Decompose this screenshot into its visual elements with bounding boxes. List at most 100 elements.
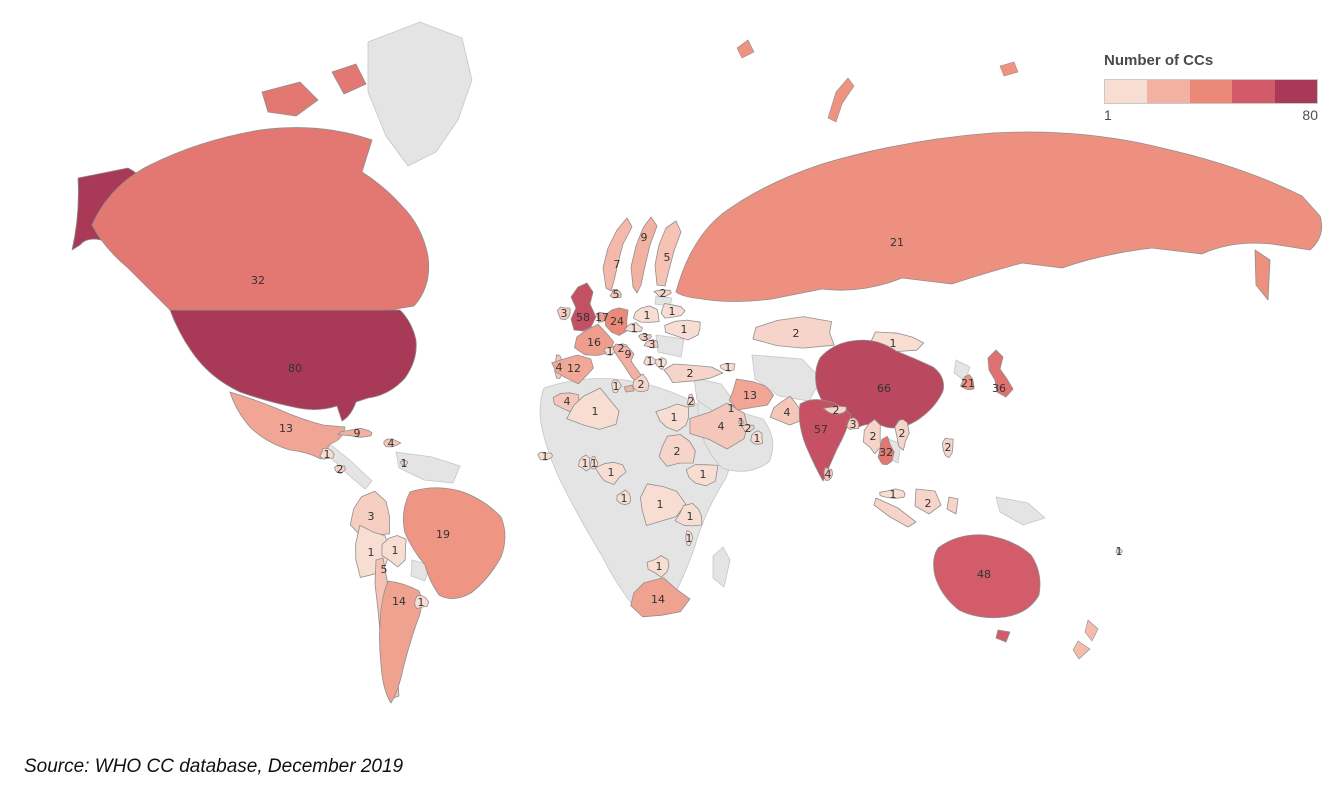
country-israel xyxy=(686,393,695,407)
country-myanmar xyxy=(863,419,881,455)
country-value-label: 32 xyxy=(251,274,265,287)
country-greece xyxy=(632,373,650,393)
country-value-label: 4 xyxy=(784,406,791,419)
country-value-label: 1 xyxy=(324,448,331,461)
country-value-label: 66 xyxy=(877,382,891,395)
country-iran xyxy=(728,378,774,411)
country-value-label: 1 xyxy=(631,322,638,335)
country-value-label: 1 xyxy=(647,355,654,368)
arctic-island xyxy=(827,77,855,123)
country-el-salvador xyxy=(334,464,346,474)
legend-title: Number of CCs xyxy=(1104,52,1214,69)
country-value-label: 1 xyxy=(669,305,676,318)
country-value-label: 14 xyxy=(651,593,665,606)
country-value-label: 3 xyxy=(368,510,375,523)
country-value-label: 1 xyxy=(591,457,598,470)
country-croatia xyxy=(643,356,658,366)
country-value-label: 2 xyxy=(337,463,344,476)
country-uruguay xyxy=(414,595,430,610)
country-value-label: 1 xyxy=(401,457,408,470)
country-sri-lanka xyxy=(823,466,834,481)
map-legend: Number of CCs 1 80 xyxy=(1104,52,1318,123)
country-value-label: 2 xyxy=(945,441,952,454)
country-democratic-republic-of-the-congo xyxy=(640,483,687,526)
country-value-label: 1 xyxy=(738,416,745,429)
country-united-kingdom xyxy=(570,282,597,332)
landmass-no-data xyxy=(367,21,473,167)
country-dominican-republic xyxy=(383,438,402,448)
country-japan xyxy=(987,349,1014,398)
country-trinidad-and-tobago xyxy=(399,460,408,467)
landmass-no-data xyxy=(712,546,731,588)
country-value-label: 1 xyxy=(681,323,688,336)
country-value-label: 2 xyxy=(618,342,625,355)
country-value-label: 19 xyxy=(436,528,450,541)
country-value-label: 12 xyxy=(567,362,581,375)
country-value-label: 2 xyxy=(687,367,694,380)
country-ukraine xyxy=(664,319,701,341)
country-slovakia xyxy=(638,333,652,341)
country-value-label: 2 xyxy=(660,287,667,300)
country-oman xyxy=(750,430,763,445)
legend-color-scale xyxy=(1104,79,1318,104)
country-botswana xyxy=(646,555,670,578)
country-tunisia xyxy=(611,379,622,393)
country-france xyxy=(574,323,615,356)
country-value-label: 13 xyxy=(743,389,757,402)
country-value-label: 1 xyxy=(542,450,549,463)
country-value-label: 3 xyxy=(642,331,649,344)
country-value-label: 4 xyxy=(825,468,832,481)
country-latvia xyxy=(653,289,672,298)
country-value-label: 2 xyxy=(638,378,645,391)
country-value-label: 1 xyxy=(657,498,664,511)
country-brazil xyxy=(402,487,506,599)
country-norway xyxy=(602,217,633,292)
country-guatemala xyxy=(319,448,335,460)
country-value-label: 48 xyxy=(977,568,991,581)
country-czechia xyxy=(624,322,643,333)
country-egypt xyxy=(655,403,690,432)
country-ireland xyxy=(556,306,571,321)
country-kazakhstan xyxy=(752,316,835,349)
country-value-label: 1 xyxy=(592,405,599,418)
country-philippines xyxy=(941,437,954,459)
country-malaysia xyxy=(879,488,906,499)
country-value-label: 1 xyxy=(1116,545,1123,558)
country-value-label: 2 xyxy=(688,395,695,408)
country-new-zealand xyxy=(1072,640,1091,660)
country-value-label: 1 xyxy=(671,411,678,424)
country-united-arab-emirates xyxy=(740,424,755,433)
country-value-label: 1 xyxy=(621,492,628,505)
country-bahrain xyxy=(738,419,745,425)
country-australia xyxy=(933,534,1041,643)
country-value-label: 80 xyxy=(288,362,302,375)
country-value-label: 3 xyxy=(561,307,568,320)
country-value-label: 21 xyxy=(961,377,975,390)
country-value-label: 1 xyxy=(607,345,614,358)
country-value-label: 36 xyxy=(992,382,1006,395)
country-canada xyxy=(91,63,430,311)
country-pakistan xyxy=(769,395,802,426)
legend-swatch xyxy=(1274,80,1318,103)
country-germany xyxy=(604,307,629,336)
source-note: Source: WHO CC database, December 2019 xyxy=(24,756,404,777)
country-value-label: 9 xyxy=(354,427,361,440)
arctic-island xyxy=(999,61,1019,77)
country-value-label: 24 xyxy=(610,315,624,328)
legend-swatch xyxy=(1232,80,1275,103)
country-bangladesh xyxy=(846,417,860,430)
country-value-label: 1 xyxy=(418,596,425,609)
country-india xyxy=(798,399,852,482)
country-value-label: 13 xyxy=(279,422,293,435)
country-value-label: 2 xyxy=(745,422,752,435)
country-value-label: 1 xyxy=(700,468,707,481)
landmass-no-data xyxy=(395,451,461,484)
country-ghana xyxy=(578,454,591,472)
country-value-label: 17 xyxy=(595,311,609,324)
country-turkey xyxy=(663,363,724,383)
country-cuba xyxy=(337,427,373,438)
country-indonesia xyxy=(873,488,959,528)
country-mexico xyxy=(229,391,346,460)
country-serbia xyxy=(654,357,667,371)
